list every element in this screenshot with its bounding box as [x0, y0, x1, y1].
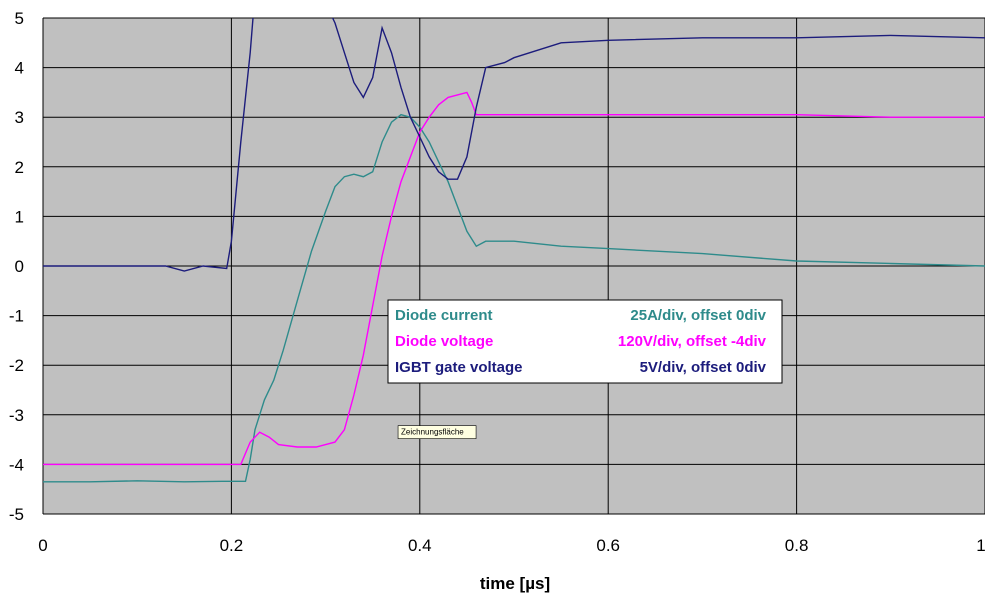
y-tick-label: -1: [9, 307, 24, 326]
series-lines: [43, 18, 985, 483]
gridlines: [42, 17, 985, 515]
x-axis-ticks: 0 0.2 0.4 0.6 0.8 1: [38, 536, 985, 555]
x-tick-label: 0.2: [220, 536, 244, 555]
y-tick-label: 2: [15, 158, 24, 177]
tooltip-box: [397, 425, 477, 439]
x-tick-label: 1: [976, 536, 985, 555]
y-tick-label: 1: [15, 207, 24, 226]
y-tick-label: 0: [15, 257, 24, 276]
legend-entry-value: 25A/div, offset 0div: [630, 307, 766, 324]
x-tick-label: 0.8: [785, 536, 809, 555]
legend-entry-value: 120V/div, offset -4div: [618, 333, 767, 350]
drawing-area-tooltip: Zeichnungsfläche: [397, 425, 477, 439]
x-tick-label: 0: [38, 536, 47, 555]
series-line-1: [43, 113, 985, 483]
y-tick-label: 4: [15, 59, 24, 78]
y-tick-label: -5: [9, 505, 24, 524]
y-tick-label: 3: [15, 108, 24, 127]
x-tick-label: 0.4: [408, 536, 432, 555]
tooltip-label: Zeichnungsfläche: [401, 428, 464, 437]
y-tick-label: -2: [9, 356, 24, 375]
y-tick-label: 5: [15, 9, 24, 28]
x-axis-title: time [µs]: [480, 574, 550, 593]
legend-box: [387, 299, 783, 384]
series-line-3: [43, 18, 985, 272]
legend-entry-value: 5V/div, offset 0div: [640, 359, 767, 376]
legend: Diode current 25A/div, offset 0div Diode v…: [387, 299, 783, 384]
legend-entry-name: Diode voltage: [395, 333, 493, 350]
y-tick-label: -4: [9, 455, 24, 474]
x-tick-label: 0.6: [596, 536, 620, 555]
legend-entry-name: Diode current: [395, 307, 493, 324]
y-tick-label: -3: [9, 406, 24, 425]
y-axis-ticks: 5 4 3 2 1 0 -1 -2 -3 -4 -5: [9, 9, 24, 524]
legend-entry-name: IGBT gate voltage: [395, 359, 523, 376]
series-line-2: [43, 91, 985, 466]
